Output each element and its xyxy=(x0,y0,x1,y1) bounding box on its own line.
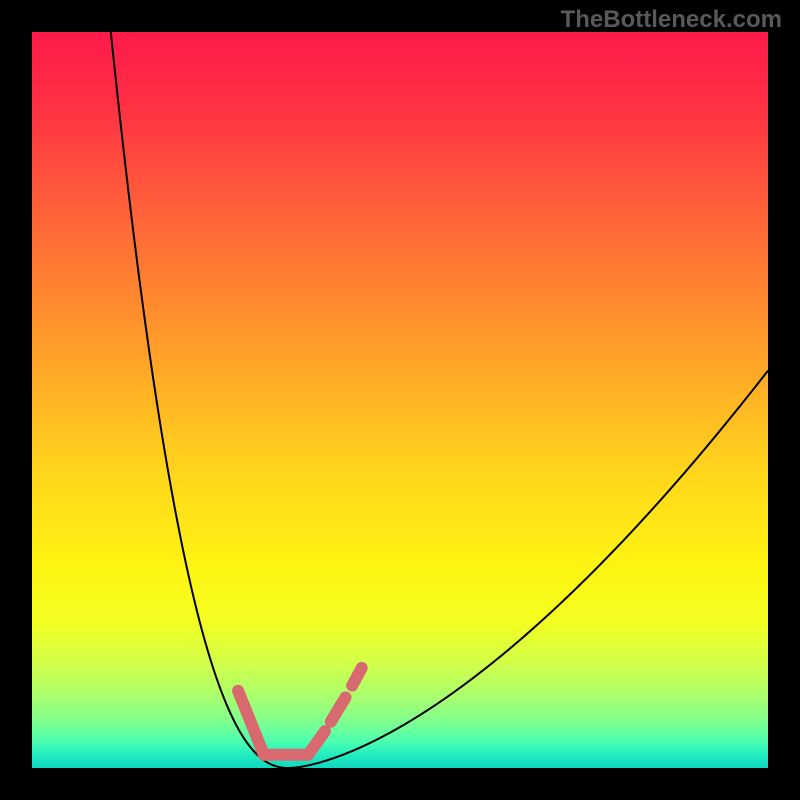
plot-area xyxy=(32,32,768,768)
gradient-background xyxy=(32,32,768,768)
watermark-text: TheBottleneck.com xyxy=(561,6,782,34)
bottleneck-chart xyxy=(32,32,768,768)
